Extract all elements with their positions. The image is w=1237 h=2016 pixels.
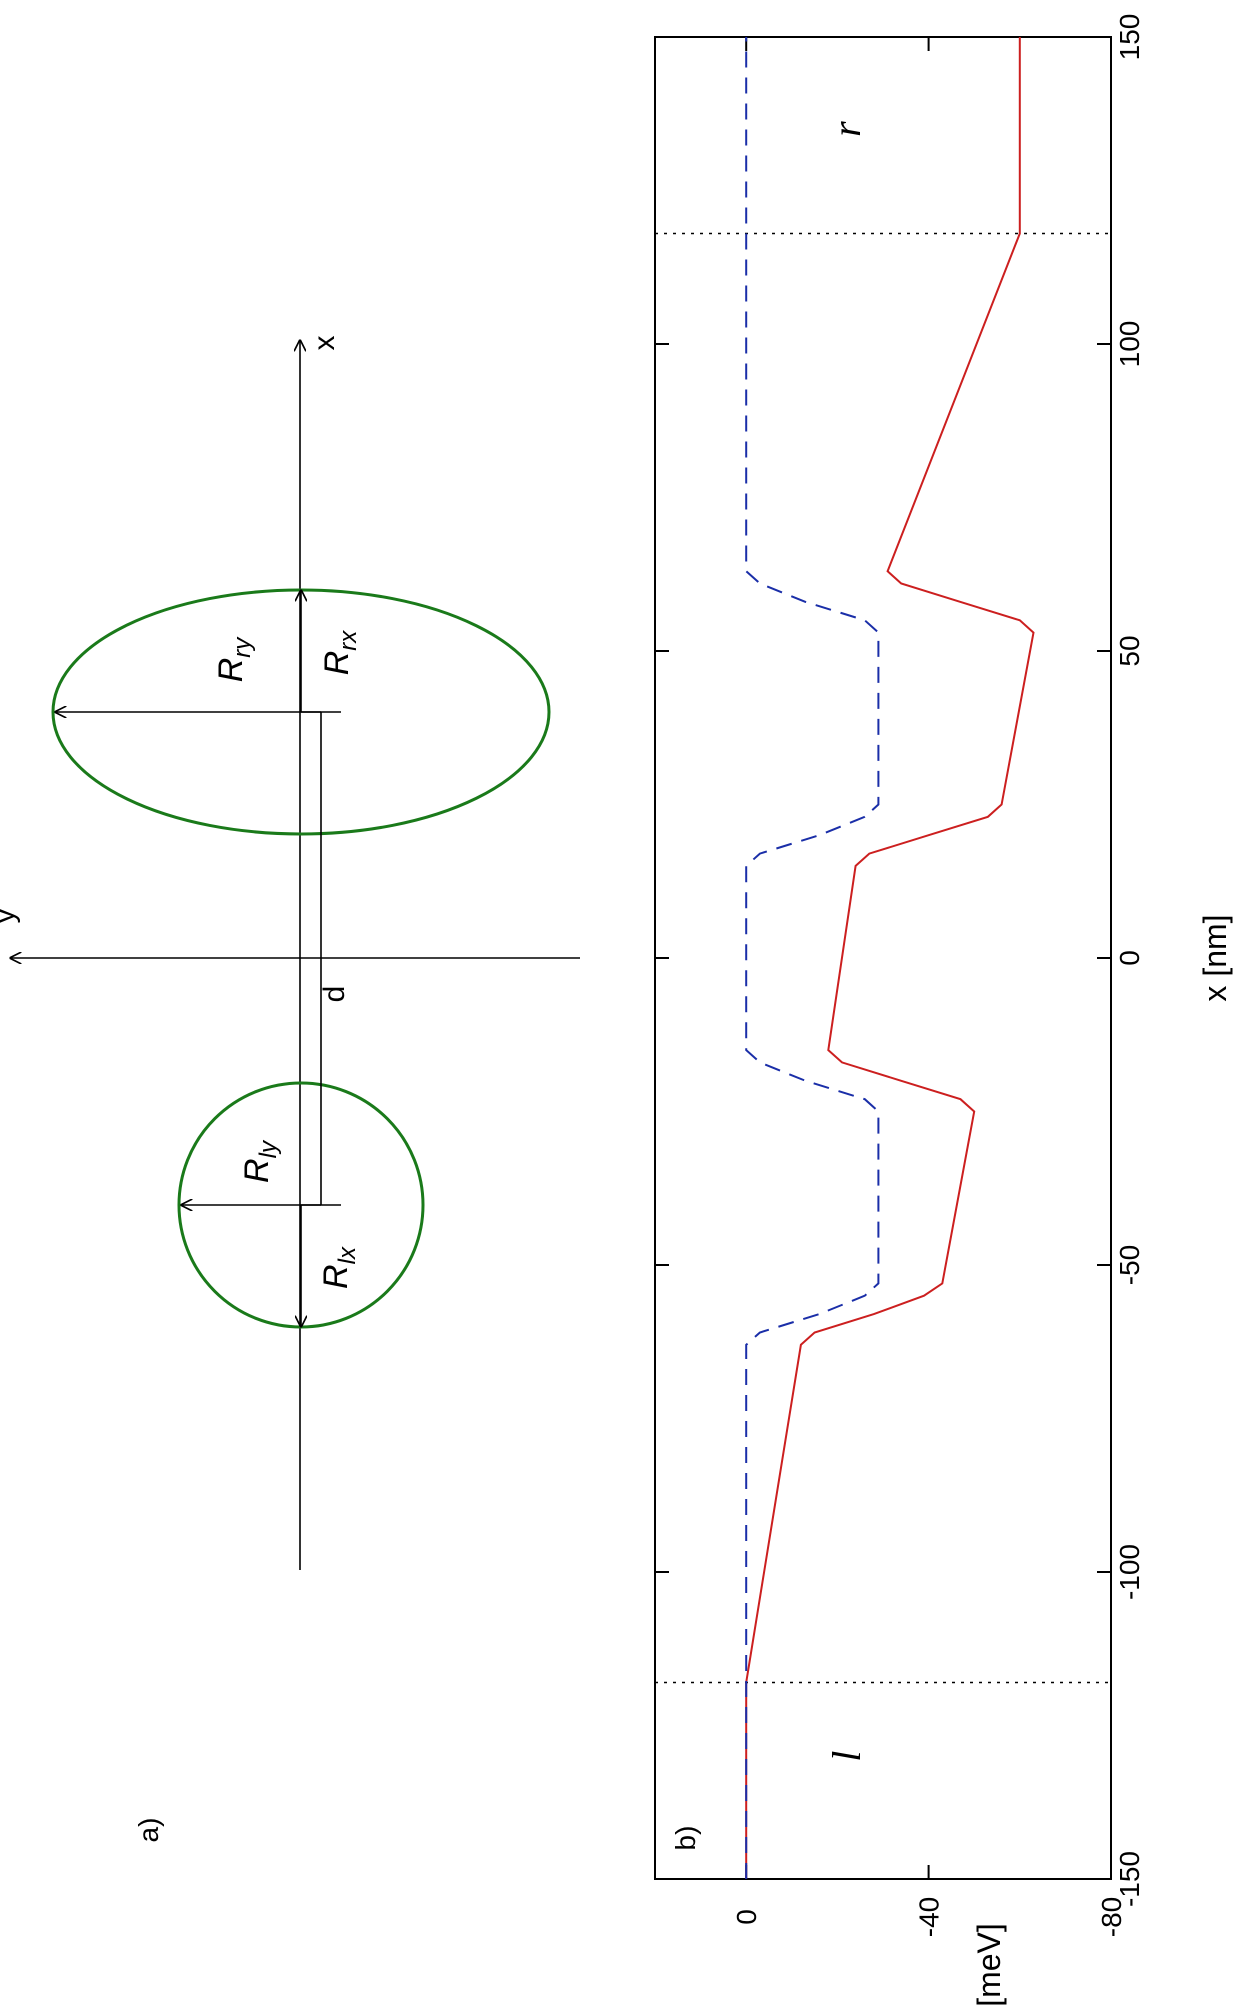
- panel-a-label: a): [133, 1818, 164, 1843]
- x-tick-label: 50: [1114, 635, 1145, 666]
- y-axis-title: U [meV]: [971, 1923, 1007, 2016]
- vline-group: [655, 232, 1111, 1684]
- x-axis-label: x: [308, 336, 341, 351]
- left-rx-label: Rlx: [317, 1246, 361, 1289]
- x-tick-label: 100: [1114, 321, 1145, 368]
- panel-a: a) x y d Rlx Rly Rrx Rry: [0, 336, 580, 1843]
- x-tick-label: -50: [1114, 1245, 1145, 1285]
- x-axis-title: x [nm]: [1197, 914, 1233, 1001]
- x-tick-label: 0: [1114, 950, 1145, 966]
- tick-group: -150 -100 -50 0 50 100 150 0 -40 -80: [655, 14, 1145, 1937]
- region-label: r: [824, 121, 869, 137]
- series-line-dashed: [745, 37, 880, 1879]
- distance-label: d: [318, 986, 351, 1003]
- y-tick-label: 0: [731, 1909, 762, 1925]
- series-line-solid: [745, 37, 1035, 1879]
- region-label: l: [824, 1751, 869, 1762]
- plot-frame: [654, 36, 1112, 1880]
- x-tick-label: -100: [1114, 1544, 1145, 1600]
- label-group: lr: [824, 121, 869, 1762]
- x-tick-label: -150: [1114, 1851, 1145, 1907]
- y-tick-label: -80: [1096, 1897, 1127, 1937]
- series-group: [745, 37, 1035, 1879]
- right-rx-label: Rrx: [318, 630, 362, 676]
- panel-b-label: b): [670, 1826, 701, 1851]
- y-tick-label: -40: [914, 1897, 945, 1937]
- left-ry-label: Rly: [238, 1139, 282, 1183]
- y-axis-label: y: [0, 909, 21, 924]
- x-tick-label: 150: [1114, 14, 1145, 61]
- right-ry-label: Rry: [212, 636, 256, 683]
